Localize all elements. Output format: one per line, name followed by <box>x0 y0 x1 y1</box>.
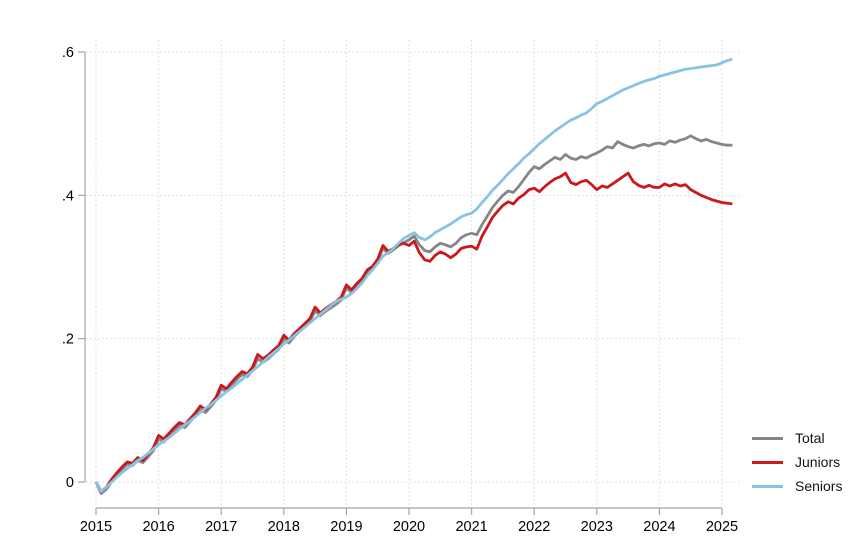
x-tick-label: 2021 <box>455 519 487 535</box>
series-line-juniors <box>94 171 733 493</box>
y-tick-label: 0 <box>66 475 74 491</box>
legend-swatch-seniors <box>752 484 783 488</box>
legend: Total Juniors Seniors <box>752 426 842 498</box>
legend-label-seniors: Seniors <box>795 478 843 494</box>
x-tick-label: 2017 <box>205 519 237 535</box>
x-tick-label: 2016 <box>142 519 174 535</box>
x-tick-label: 2024 <box>643 519 675 535</box>
legend-row-total: Total <box>752 426 842 450</box>
y-tick-label: .4 <box>62 188 74 204</box>
legend-swatch-total <box>752 436 783 440</box>
x-tick-label: 2025 <box>706 519 738 535</box>
legend-row-juniors: Juniors <box>752 450 842 474</box>
y-tick-label: .2 <box>62 332 74 348</box>
x-tick-label: 2019 <box>330 519 362 535</box>
x-tick-label: 2020 <box>393 519 425 535</box>
y-tick-label: .6 <box>62 45 74 61</box>
legend-label-total: Total <box>795 430 825 446</box>
legend-row-seniors: Seniors <box>752 474 842 498</box>
x-tick-label: 2023 <box>581 519 613 535</box>
legend-label-juniors: Juniors <box>795 454 841 470</box>
x-tick-label: 2018 <box>268 519 300 535</box>
series-line-seniors <box>94 57 733 493</box>
x-tick-label: 2015 <box>80 519 112 535</box>
legend-swatch-juniors <box>752 460 783 464</box>
x-tick-label: 2022 <box>518 519 550 535</box>
series-line-total <box>94 134 733 495</box>
